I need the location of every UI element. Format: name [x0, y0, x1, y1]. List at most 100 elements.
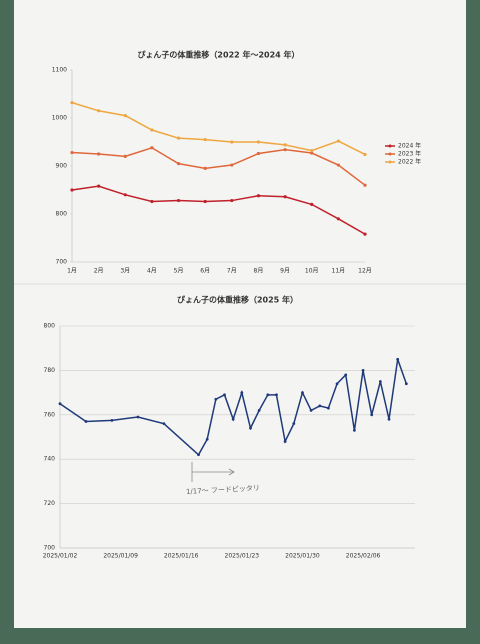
- x-tick-label: 2025/01/23: [225, 553, 260, 560]
- point: [370, 413, 374, 417]
- series-line: [59, 359, 408, 456]
- y-tick-label: 720: [44, 500, 56, 507]
- point: [396, 357, 400, 361]
- point: [363, 183, 367, 187]
- point: [283, 195, 287, 199]
- point: [309, 408, 313, 412]
- point: [97, 152, 101, 156]
- legend-marker: [388, 144, 392, 148]
- x-tick-label: 2025/01/16: [164, 553, 199, 560]
- y-tick-label: 700: [56, 259, 68, 266]
- legend-marker: [388, 152, 392, 156]
- y-tick-label: 900: [56, 163, 68, 170]
- x-tick-label: 1月: [67, 268, 77, 275]
- point: [363, 232, 367, 236]
- point: [110, 418, 114, 422]
- point: [257, 408, 261, 412]
- legend-label: 2024 年: [398, 142, 421, 150]
- point: [256, 140, 261, 144]
- x-tick-label: 2025/01/09: [103, 553, 138, 560]
- annotation: 1/17～ フードピッタリ: [186, 483, 260, 496]
- point: [70, 101, 74, 105]
- point: [283, 440, 287, 443]
- point: [150, 146, 154, 150]
- x-tick-label: 11月: [332, 268, 346, 275]
- point: [203, 138, 207, 142]
- point: [136, 415, 140, 419]
- point: [240, 391, 244, 394]
- x-tick-label: 2025/02/06: [346, 553, 381, 560]
- y-tick-label: 1100: [52, 67, 67, 74]
- legend-label: 2023 年: [398, 150, 421, 158]
- x-tick-label: 2025/01/30: [285, 553, 320, 560]
- point: [123, 114, 127, 118]
- y-tick-label: 800: [56, 211, 68, 218]
- point: [336, 139, 340, 143]
- point: [84, 420, 88, 423]
- point: [223, 393, 226, 397]
- point: [361, 369, 365, 372]
- point: [318, 404, 322, 408]
- point: [256, 151, 261, 156]
- point: [335, 382, 339, 386]
- x-tick-label: 12月: [358, 268, 372, 275]
- point: [176, 136, 181, 140]
- point: [162, 422, 166, 426]
- point: [292, 422, 296, 426]
- chart-title: ぴょん子の体重推移（2022 年～2024 年）: [137, 50, 299, 60]
- annotation-bracket: [191, 462, 235, 482]
- y-tick-label: 740: [44, 456, 56, 463]
- series-line: [71, 185, 366, 235]
- x-tick-label: 7月: [227, 268, 237, 275]
- y-tick-label: 700: [44, 545, 56, 552]
- series-line: [71, 146, 366, 186]
- point: [150, 199, 154, 204]
- series-line: [71, 101, 366, 156]
- point: [336, 217, 340, 221]
- point: [378, 380, 382, 383]
- point: [205, 437, 209, 441]
- point: [197, 453, 200, 457]
- paper: [14, 0, 466, 628]
- point: [249, 426, 252, 430]
- point: [176, 198, 181, 203]
- y-tick-label: 1000: [52, 115, 67, 122]
- point: [58, 402, 62, 406]
- point: [230, 163, 234, 167]
- point: [230, 140, 234, 144]
- point: [97, 184, 101, 188]
- x-tick-label: 5月: [174, 268, 184, 275]
- y-tick-label: 780: [44, 367, 56, 374]
- point: [336, 163, 340, 167]
- point: [256, 194, 261, 198]
- x-tick-label: 8月: [254, 268, 264, 275]
- chart-title: ぴょん子の体重推移（2025 年）: [177, 295, 298, 305]
- point: [387, 417, 391, 421]
- point: [70, 188, 74, 192]
- point: [363, 152, 367, 157]
- y-tick-label: 760: [44, 411, 56, 418]
- point: [150, 128, 154, 132]
- point: [231, 417, 235, 421]
- legend-label: 2022 年: [398, 158, 421, 166]
- y-tick-label: 800: [44, 323, 56, 330]
- x-tick-label: 9月: [280, 268, 290, 275]
- legend-marker: [388, 160, 392, 164]
- point: [327, 406, 330, 410]
- point: [203, 199, 207, 204]
- x-tick-label: 10月: [305, 268, 319, 275]
- point: [266, 393, 270, 397]
- x-tick-label: 2025/01/02: [43, 553, 78, 560]
- point: [176, 162, 181, 166]
- point: [301, 391, 304, 394]
- point: [203, 166, 207, 170]
- x-tick-label: 2月: [94, 268, 104, 275]
- point: [123, 193, 127, 197]
- point: [97, 109, 101, 113]
- point: [283, 143, 287, 147]
- point: [70, 150, 74, 155]
- point: [310, 149, 314, 153]
- x-tick-label: 4月: [147, 268, 157, 275]
- point: [214, 397, 218, 401]
